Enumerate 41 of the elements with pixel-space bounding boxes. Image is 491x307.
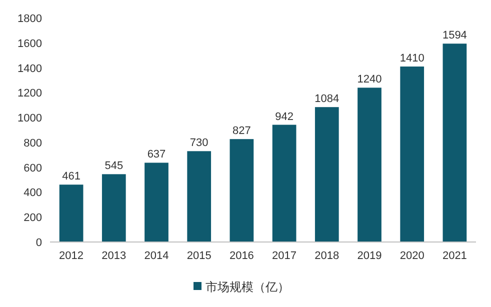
bar (442, 44, 467, 242)
bar (102, 174, 126, 242)
y-tick-label: 0 (36, 237, 42, 249)
bar (187, 151, 212, 242)
data-label: 637 (147, 148, 166, 161)
y-tick-label: 1400 (18, 62, 42, 75)
x-tick-label: 2019 (357, 250, 382, 262)
data-label: 545 (104, 160, 124, 172)
data-label: 942 (275, 110, 294, 123)
y-tick-label: 1800 (18, 13, 42, 25)
x-tick-label: 2012 (59, 250, 84, 262)
bar (59, 184, 84, 242)
data-label: 1410 (400, 52, 424, 65)
x-tick-label: 2013 (102, 250, 126, 262)
x-tick-label: 2016 (229, 250, 254, 262)
data-label: 1594 (442, 30, 467, 42)
y-tick-label: 1600 (18, 38, 42, 50)
bar (400, 66, 424, 242)
x-tick-label: 2014 (144, 250, 169, 262)
bar (144, 162, 168, 242)
legend-label: 市场规模（亿） (206, 280, 290, 294)
x-tick-label: 2018 (314, 250, 340, 262)
y-tick-label: 400 (24, 187, 42, 200)
data-label: 827 (232, 125, 251, 138)
data-label: 1084 (314, 93, 340, 106)
data-label: 461 (62, 170, 80, 183)
bar (272, 124, 296, 242)
x-tick-label: 2021 (442, 250, 467, 262)
y-tick-label: 800 (24, 137, 42, 150)
x-tick-label: 2015 (186, 250, 212, 262)
x-tick-label: 2017 (272, 250, 297, 262)
bar (358, 88, 382, 242)
data-label: 1240 (357, 74, 382, 86)
y-tick-label: 1000 (18, 112, 42, 125)
y-tick-label: 1200 (18, 88, 42, 100)
y-tick-label: 200 (24, 212, 42, 224)
bar (314, 107, 339, 242)
data-label: 730 (190, 137, 208, 150)
y-tick-label: 600 (24, 162, 42, 174)
x-tick-label: 2020 (400, 250, 424, 262)
bar (230, 139, 254, 242)
